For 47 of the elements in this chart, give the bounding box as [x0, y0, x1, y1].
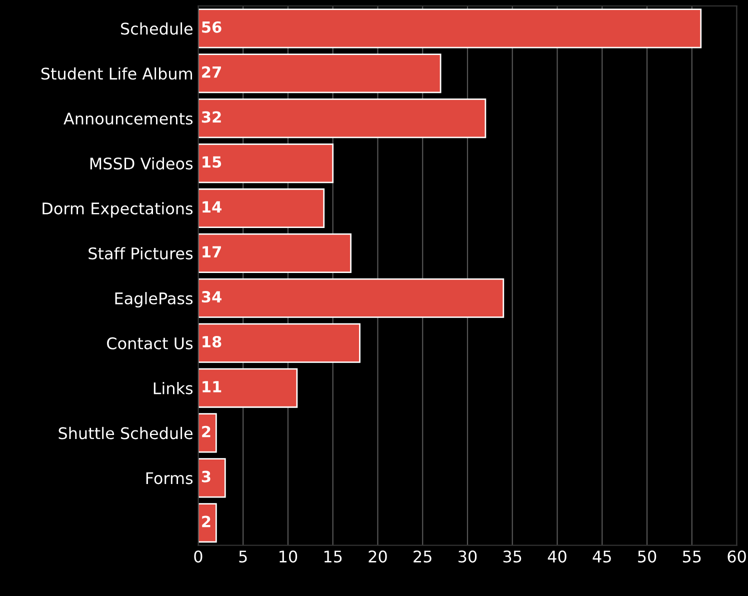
y-tick-label: Forms [146, 472, 193, 484]
x-tick-label: 60 [728, 550, 746, 563]
bar [198, 278, 504, 318]
x-tick-label: 25 [414, 550, 432, 563]
y-tick-label: MSSD Videos [90, 157, 193, 170]
x-tick-label: 15 [324, 550, 342, 563]
x-tick-label: 30 [458, 550, 477, 563]
data-label: 18 [202, 336, 222, 348]
y-tick-label: Schedule [121, 22, 193, 35]
data-label: 15 [202, 156, 222, 168]
bar [198, 413, 217, 453]
x-tick-label: 55 [682, 550, 701, 563]
data-label: 56 [202, 21, 222, 33]
data-label: 11 [202, 381, 222, 392]
x-tick-label: 5 [239, 550, 247, 563]
bar [198, 458, 226, 498]
y-tick-label: Contact Us [107, 337, 193, 350]
data-label: 34 [202, 291, 222, 303]
x-tick-label: 50 [638, 550, 656, 563]
data-label: 2 [202, 426, 210, 438]
x-tick-label: 0 [194, 550, 202, 563]
y-tick-label: Links [154, 382, 193, 394]
y-tick-label: EaglePass [115, 292, 193, 308]
data-label: 32 [202, 111, 221, 123]
data-label: 3 [202, 470, 210, 482]
bar [198, 233, 352, 273]
data-label: 2 [202, 516, 210, 528]
data-label: 14 [202, 201, 222, 212]
bar [198, 98, 486, 138]
data-label: 17 [202, 246, 221, 258]
bar [198, 188, 325, 228]
y-tick-label: Announcements [64, 112, 193, 125]
bar [198, 8, 702, 48]
bar [198, 54, 442, 94]
x-tick-label: 20 [368, 550, 387, 563]
y-tick-label: Shuttle Schedule [58, 426, 193, 440]
y-tick-label: Student Life Album [41, 67, 192, 80]
bar [198, 143, 334, 184]
bar [198, 368, 298, 408]
x-tick-label: 45 [592, 550, 611, 563]
x-tick-label: 35 [503, 550, 522, 563]
y-tick-label: Staff Pictures [88, 247, 193, 260]
data-label: 27 [202, 66, 221, 78]
x-tick-label: 40 [548, 550, 566, 563]
x-tick-label: 10 [280, 550, 298, 563]
bar [198, 323, 360, 363]
y-tick-label: Dorm Expectations [42, 202, 193, 218]
